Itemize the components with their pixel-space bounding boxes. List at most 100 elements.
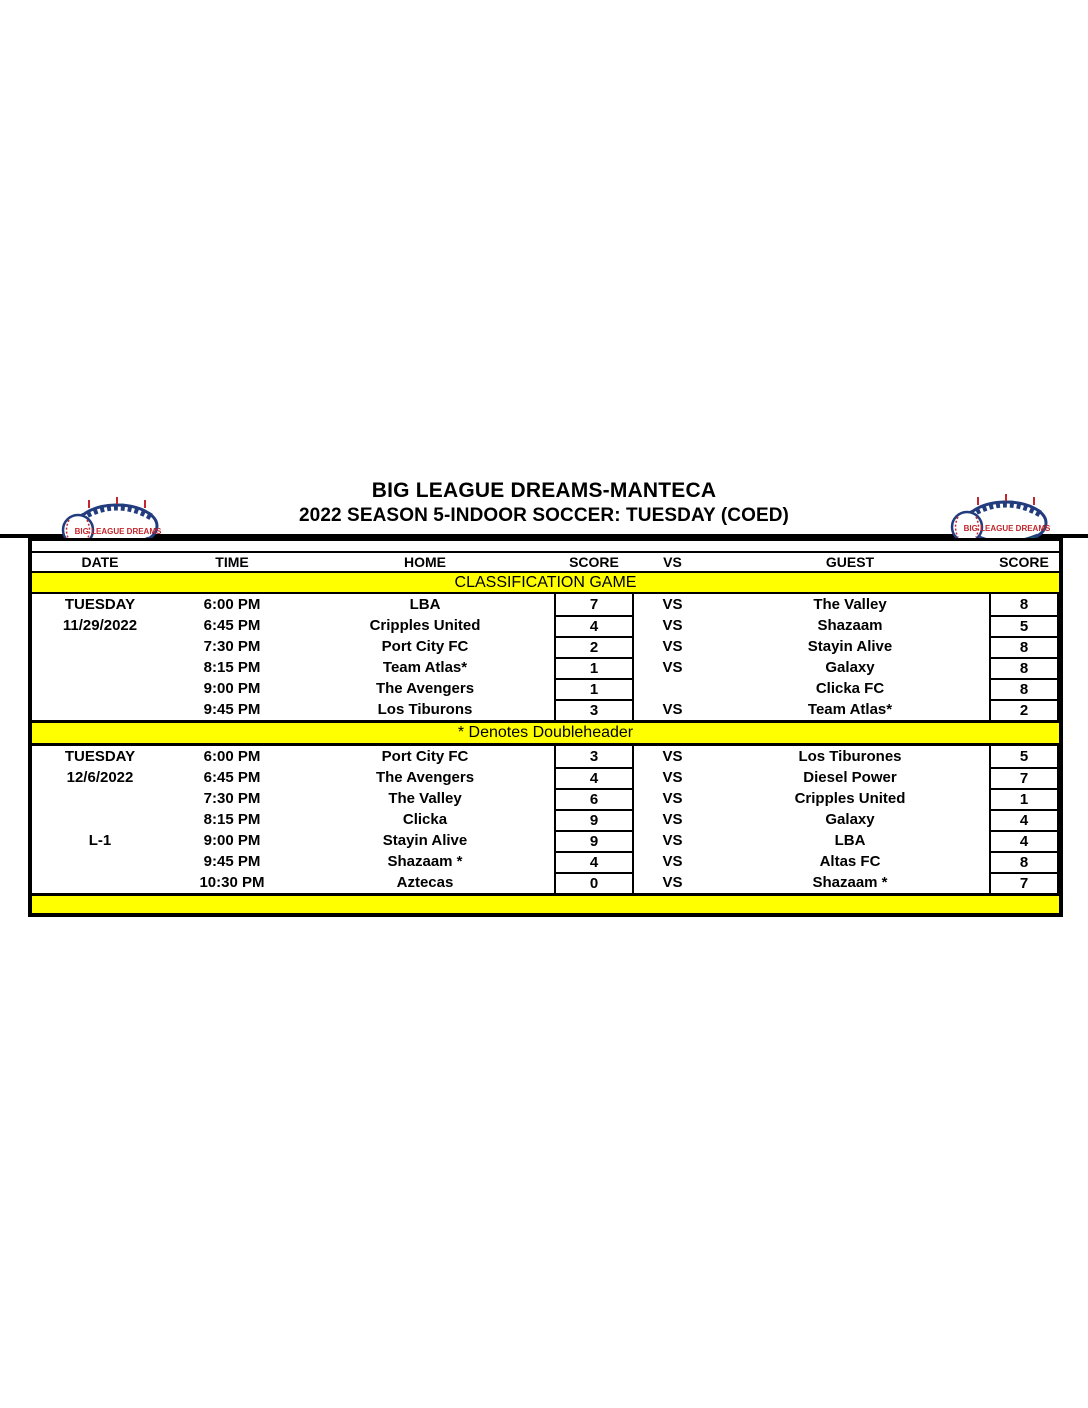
cell-home-team: LBA [409,596,441,613]
cell-home-team: Clicka [402,811,448,828]
cell-guest-team: Los Tiburones [798,748,902,765]
table-row: 9:45 PM Los Tiburons 3 VS Team Atlas* 2 [32,699,1059,720]
header-vs: VS [663,554,682,570]
page-subtitle: 2022 SEASON 5-INDOOR SOCCER: TUESDAY (CO… [299,505,789,526]
cell-guest-team: Galaxy [825,811,875,828]
cell-home-score: 1 [554,678,634,699]
cell-guest-score: 4 [989,809,1059,830]
table-row: 12/6/2022 6:45 PM The Avengers 4 VS Dies… [32,767,1059,788]
logo-text: BIG LEAGUE DREAMS [964,524,1051,533]
table-row: L-1 9:00 PM Stayin Alive 9 VS LBA 4 [32,830,1059,851]
cell-time: 9:00 PM [203,832,261,849]
table-row: 11/29/2022 6:45 PM Cripples United 4 VS … [32,615,1059,636]
cell-vs: VS [662,874,683,891]
cell-guest-score: 8 [989,636,1059,657]
stadium-baseball-logo-icon: BIG LEAGUE DREAMS [61,497,162,563]
cell-home-score: 6 [554,788,634,809]
table-row: 9:45 PM Shazaam * 4 VS Altas FC 8 [32,851,1059,872]
cell-guest-score: 4 [989,830,1059,851]
cell-home-team: Team Atlas* [382,659,468,676]
cell-date [32,699,168,720]
cell-vs: VS [662,617,683,634]
header-guest: GUEST [825,554,875,570]
cell-date [32,809,168,830]
cell-home-team: The Valley [388,790,462,807]
cell-guest-team: LBA [834,832,866,849]
cell-guest-team: Shazaam [817,617,883,634]
cell-guest-team: Team Atlas* [807,701,893,718]
cell-date: TUESDAY [64,748,136,765]
section-12-6-2022: TUESDAY 6:00 PM Port City FC 3 VS Los Ti… [32,746,1059,893]
cell-vs [634,678,711,699]
cell-date: 11/29/2022 [62,617,138,634]
cell-guest-score: 8 [989,594,1059,615]
cell-date [32,872,168,893]
table-row: 9:00 PM The Avengers 1 Clicka FC 8 [32,678,1059,699]
cell-time: 6:45 PM [203,617,261,634]
table-row: 8:15 PM Clicka 9 VS Galaxy 4 [32,809,1059,830]
section-11-29-2022: TUESDAY 6:00 PM LBA 7 VS The Valley 8 11… [32,594,1059,720]
cell-vs: VS [662,659,683,676]
horizontal-rule [0,534,1088,538]
cell-time: 6:45 PM [203,769,261,786]
cell-time: 7:30 PM [203,638,261,655]
cell-date: 12/6/2022 [66,769,134,786]
big-league-dreams-logo-left: BIG LEAGUE DREAMS [59,496,165,563]
cell-time: 9:45 PM [203,701,261,718]
cell-home-score: 4 [554,615,634,636]
cell-guest-score: 8 [989,657,1059,678]
cell-guest-team: Diesel Power [803,769,897,786]
cell-vs: VS [662,748,683,765]
cell-home-score: 9 [554,830,634,851]
cell-guest-score: 8 [989,678,1059,699]
header-time: TIME [215,554,249,570]
cell-home-score: 9 [554,809,634,830]
table-row: 8:15 PM Team Atlas* 1 VS Galaxy 8 [32,657,1059,678]
header-guest-score: SCORE [999,554,1049,570]
cell-home-score: 2 [554,636,634,657]
cell-guest-team: Shazaam * [812,874,888,891]
cell-guest-score: 5 [989,615,1059,636]
table-row: 7:30 PM Port City FC 2 VS Stayin Alive 8 [32,636,1059,657]
cell-guest-team: Galaxy [825,659,875,676]
doubleheader-note-banner: * Denotes Doubleheader [32,720,1059,746]
cell-date: TUESDAY [64,596,136,613]
cell-home-team: Stayin Alive [382,832,468,849]
cell-vs: VS [662,769,683,786]
cell-time: 9:45 PM [203,853,261,870]
cell-time: 6:00 PM [203,748,261,765]
cell-home-team: The Avengers [375,769,475,786]
logo-text: BIG LEAGUE DREAMS [75,527,162,536]
cell-date [32,851,168,872]
cell-vs: VS [662,853,683,870]
table-row: TUESDAY 6:00 PM Port City FC 3 VS Los Ti… [32,746,1059,767]
spacer-row [32,541,1059,551]
cell-home-score: 3 [554,746,634,767]
cell-guest-team: Altas FC [819,853,881,870]
cell-home-score: 3 [554,699,634,720]
header-home-score: SCORE [569,554,619,570]
cell-home-team: Los Tiburons [377,701,473,718]
cell-home-team: Port City FC [381,748,469,765]
cell-guest-team: Stayin Alive [807,638,893,655]
cell-vs: VS [662,596,683,613]
cell-date [32,636,168,657]
header-date: DATE [81,554,119,570]
cell-home-team: The Avengers [375,680,475,697]
cell-home-team: Aztecas [396,874,454,891]
cell-guest-team: Clicka FC [815,680,885,697]
cell-home-team: Shazaam * [387,853,463,870]
cell-vs: VS [662,832,683,849]
table-header-row: DATE TIME HOME SCORE VS GUEST SCORE [32,551,1059,573]
table-row: 10:30 PM Aztecas 0 VS Shazaam * 7 [32,872,1059,893]
cell-home-score: 7 [554,594,634,615]
header-home: HOME [404,554,446,570]
cell-time: 6:00 PM [203,596,261,613]
cell-home-team: Cripples United [369,617,481,634]
empty-bottom-banner [32,893,1059,913]
cell-time: 9:00 PM [203,680,261,697]
cell-guest-score: 7 [989,767,1059,788]
page-title: BIG LEAGUE DREAMS-MANTECA [371,479,717,502]
cell-date [32,657,168,678]
cell-vs: VS [662,811,683,828]
